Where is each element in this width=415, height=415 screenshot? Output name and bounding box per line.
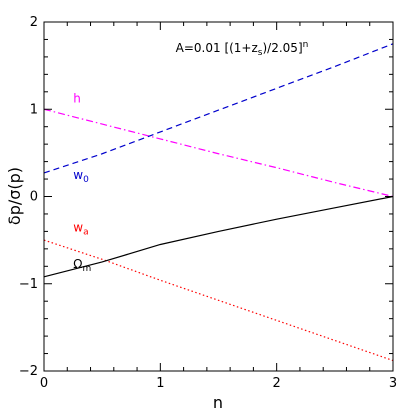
series-label-Ωm: Ωm bbox=[73, 257, 91, 274]
x-axis-title: n bbox=[213, 393, 223, 412]
series-line-w0 bbox=[43, 43, 394, 174]
y-tick-label: −1 bbox=[19, 277, 38, 292]
plot-frame bbox=[43, 21, 394, 372]
ticks-layer: 0 1 2 3 −2 −1 0 1 2 bbox=[19, 15, 397, 391]
x-tick-label: 3 bbox=[389, 376, 397, 391]
x-tick-label: 0 bbox=[40, 376, 48, 391]
series-label-h: h bbox=[73, 91, 81, 105]
series-line-Ωm bbox=[43, 195, 394, 278]
annotation: A=0.01 [(1+zs)/2.05]n bbox=[176, 40, 309, 58]
y-tick-label: −2 bbox=[19, 364, 38, 379]
annotation-sub: s bbox=[258, 48, 263, 58]
y-tick-label: 1 bbox=[30, 102, 38, 117]
annotation-sup: n bbox=[303, 40, 309, 50]
series-layer: h w0 wa Ωm bbox=[43, 43, 394, 362]
annotation-mid: )/2.05] bbox=[263, 41, 303, 55]
series-label-w0: w0 bbox=[73, 168, 89, 185]
y-axis-title: δp/σ(p) bbox=[5, 167, 24, 225]
x-tick-label: 1 bbox=[156, 376, 164, 391]
x-tick-label: 2 bbox=[273, 376, 281, 391]
series-line-wa bbox=[43, 239, 394, 362]
y-tick-label: 0 bbox=[30, 190, 38, 205]
annotation-prefix: A=0.01 [(1+z bbox=[176, 41, 258, 55]
y-tick-label: 2 bbox=[30, 15, 38, 30]
series-line-h bbox=[43, 108, 394, 198]
series-label-wa: wa bbox=[73, 220, 88, 237]
